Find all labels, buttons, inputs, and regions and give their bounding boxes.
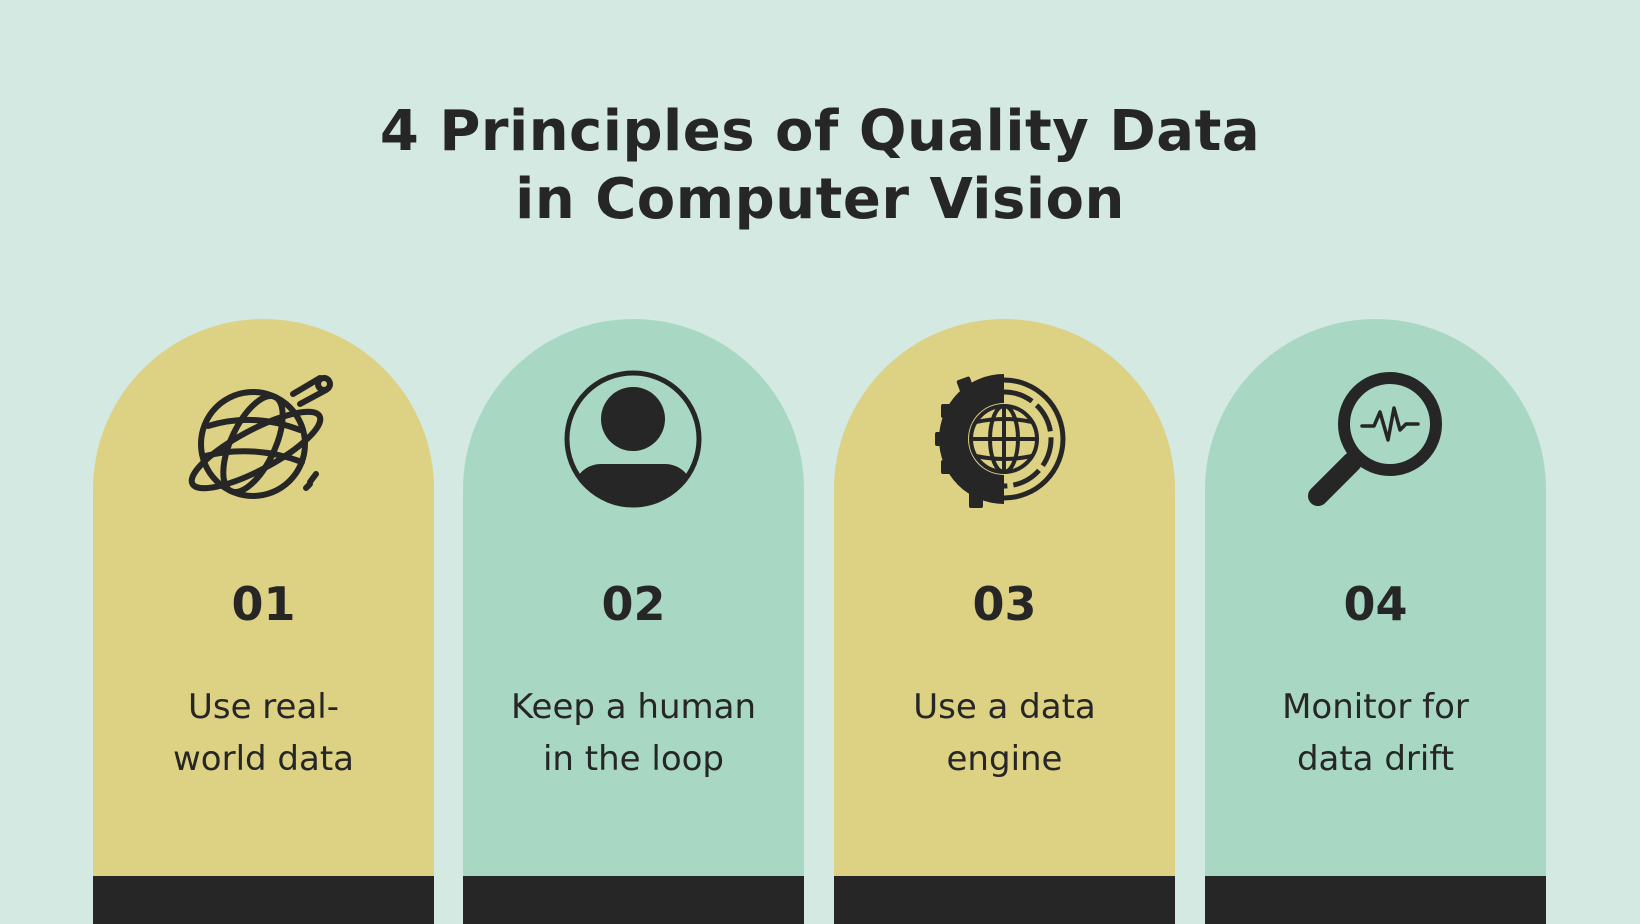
- principle-number: 02: [601, 577, 666, 631]
- card-footer-bar: [93, 876, 434, 924]
- principle-description-line-2: data drift: [1296, 739, 1455, 779]
- principle-description-line-2: in the loop: [542, 739, 725, 779]
- card-footer-bar: [834, 876, 1175, 924]
- principle-description-line-2: engine: [946, 739, 1063, 779]
- principle-description: Monitor for data drift: [1235, 681, 1516, 785]
- principle-description-line-2: world data: [172, 739, 354, 779]
- principle-number: 03: [972, 577, 1037, 631]
- principle-description-line-1: Use real-: [187, 687, 340, 727]
- card-footer-bar: [463, 876, 804, 924]
- card-footer-bar: [1205, 876, 1546, 924]
- principle-number: 04: [1343, 577, 1408, 631]
- principle-number: 01: [231, 577, 296, 631]
- user-avatar-icon: [558, 364, 708, 514]
- principle-card-3: 03 Use a data engine: [834, 319, 1175, 924]
- principle-card-2: 02 Keep a human in the loop: [463, 319, 804, 924]
- globe-orbit-icon: [188, 364, 338, 514]
- principle-description-line-1: Keep a human: [510, 687, 757, 727]
- principle-card-4: 04 Monitor for data drift: [1205, 319, 1546, 924]
- magnifier-pulse-icon: [1300, 364, 1450, 514]
- principle-card-1: 01 Use real- world data: [93, 319, 434, 924]
- title-line-1: 4 Principles of Quality Data: [379, 99, 1261, 164]
- principle-description-line-1: Use a data: [913, 687, 1096, 727]
- page-title: 4 Principles of Quality Data in Computer…: [0, 98, 1640, 234]
- gear-globe-icon: [929, 364, 1079, 514]
- principle-description-line-1: Monitor for: [1282, 687, 1469, 727]
- title-line-2: in Computer Vision: [515, 167, 1125, 232]
- principle-description: Use real- world data: [123, 681, 404, 785]
- principle-description: Use a data engine: [864, 681, 1145, 785]
- principle-description: Keep a human in the loop: [493, 681, 774, 785]
